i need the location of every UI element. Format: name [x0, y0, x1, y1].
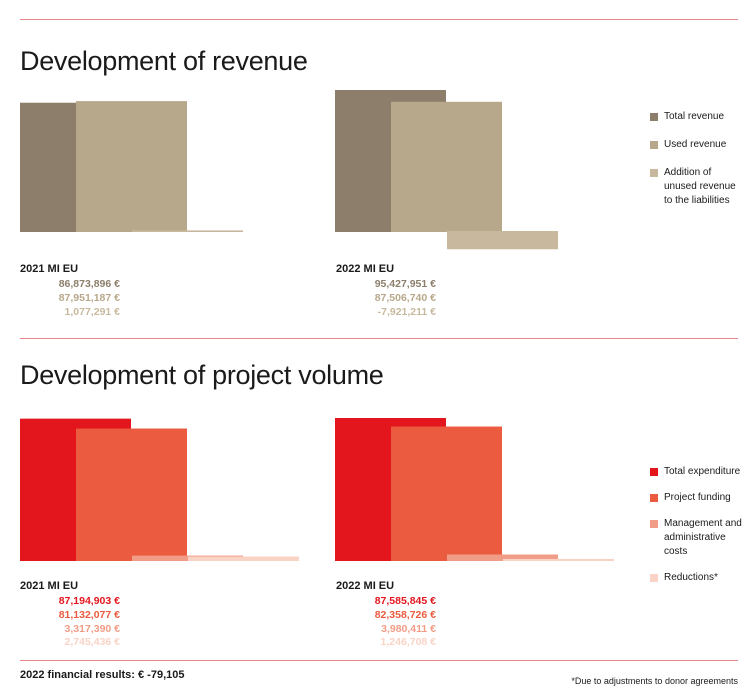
project-volume-title: Development of project volume: [20, 360, 384, 390]
project-2021-label: 2021 MI EU: [20, 580, 79, 592]
project-2021-management: 3,317,390 €: [64, 622, 120, 635]
legend-label: Management and administrative costs: [664, 518, 742, 557]
revenue-2022-values: 2022 MI EU 95,427,951 € 87,506,740 € -7,…: [336, 263, 436, 319]
legend-reductions: Reductions*: [650, 571, 746, 585]
legend-swatch: [650, 468, 658, 476]
project-2022-management: 3,980,411 €: [381, 622, 436, 635]
bar-project-2022-s2: [447, 554, 558, 561]
bar-project-2022-s3: [503, 558, 614, 561]
bar-project-2021-s3: [188, 556, 299, 561]
project-2022-label: 2022 MI EU: [336, 580, 395, 592]
project-legend: Total expenditure Project funding Manage…: [650, 465, 746, 585]
middle-rule: [20, 338, 738, 339]
legend-project-funding: Project funding: [650, 491, 746, 505]
project-2021-reductions: 2,745,436 €: [64, 636, 120, 649]
legend-swatch: [650, 520, 658, 528]
project-2021-values: 2021 MI EU 87,194,903 € 81,132,077 € 3,3…: [20, 580, 120, 650]
legend-label: Addition of unused revenue to the liabil…: [664, 167, 736, 206]
bottom-rule: [20, 660, 738, 661]
project-2021-total: 87,194,903 €: [58, 595, 120, 607]
bar-revenue-2021-s1: [76, 101, 187, 233]
legend-swatch: [650, 574, 658, 582]
top-rule: [20, 19, 738, 20]
bar-project-2021-s2: [132, 555, 243, 561]
revenue-2021-addition: 1,077,291 €: [64, 305, 120, 318]
revenue-2022-label: 2022 MI EU: [336, 263, 395, 275]
legend-total-expenditure: Total expenditure: [650, 465, 746, 479]
legend-label: Reductions*: [664, 572, 718, 583]
revenue-2021-used: 87,951,187 €: [58, 291, 120, 304]
legend-addition-unused: Addition of unused revenue to the liabil…: [650, 166, 746, 208]
legend-used-revenue: Used revenue: [650, 138, 746, 152]
revenue-2021-values: 2021 MI EU 86,873,896 € 87,951,187 € 1,0…: [20, 263, 120, 319]
legend-label: Used revenue: [664, 139, 727, 150]
legend-swatch: [650, 113, 658, 121]
revenue-legend: Total revenue Used revenue Addition of u…: [650, 110, 746, 208]
bar-revenue-2022-s2: [447, 231, 558, 250]
bar-revenue-2021-s2: [132, 230, 243, 232]
legend-label: Project funding: [664, 492, 731, 503]
revenue-2021-label: 2021 MI EU: [20, 263, 79, 275]
project-2022-values: 2022 MI EU 87,585,845 € 82,358,726 € 3,9…: [336, 580, 436, 650]
bar-project-2021-s1: [76, 428, 187, 561]
legend-label: Total revenue: [664, 111, 725, 122]
project-2022-reductions: 1,246,708 €: [380, 636, 436, 649]
revenue-2022-addition: -7,921,211 €: [377, 305, 436, 318]
financial-result: 2022 financial results: € -79,105: [20, 669, 185, 681]
revenue-title: Development of revenue: [20, 46, 308, 76]
project-2021-funding: 81,132,077 €: [58, 608, 120, 621]
revenue-2021-total: 86,873,896 €: [58, 278, 120, 290]
legend-swatch: [650, 169, 658, 177]
revenue-2022-total: 95,427,951 €: [374, 278, 436, 290]
project-2022-total: 87,585,845 €: [374, 595, 436, 607]
legend-management-costs: Management and administrative costs: [650, 517, 746, 559]
bar-revenue-2022-s1: [391, 101, 502, 233]
revenue-2022-used: 87,506,740 €: [374, 291, 436, 304]
footnote: *Due to adjustments to donor agreements: [571, 676, 738, 686]
legend-swatch: [650, 494, 658, 502]
legend-total-revenue: Total revenue: [650, 110, 746, 124]
legend-label: Total expenditure: [664, 466, 741, 477]
project-2022-funding: 82,358,726 €: [374, 608, 436, 621]
bar-project-2022-s1: [391, 426, 502, 561]
legend-swatch: [650, 141, 658, 149]
